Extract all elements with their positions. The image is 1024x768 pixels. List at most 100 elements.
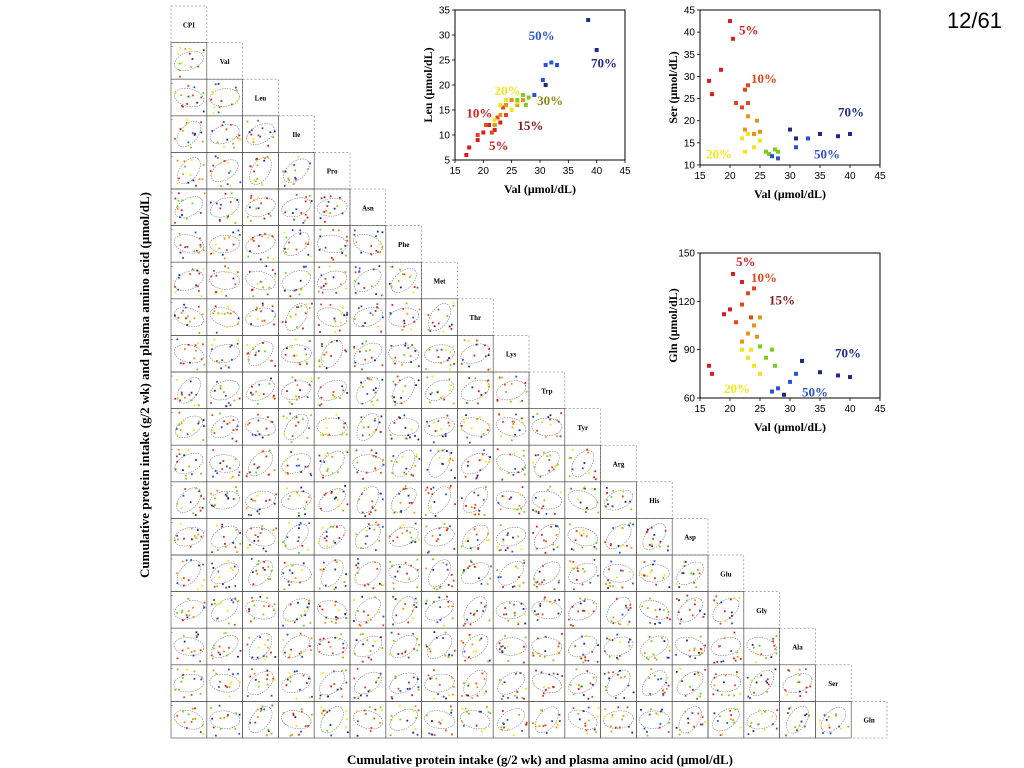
- diag-cell-thr: [457, 298, 494, 336]
- x-axis-label: Val (μmol/dL): [754, 420, 826, 434]
- data-point-50pct: [794, 145, 798, 150]
- diag-cell-ile: [278, 115, 315, 153]
- y-axis-label: Gln (μmol/dL): [666, 288, 680, 362]
- diag-cell-ala: [779, 627, 816, 666]
- data-point-5pct: [464, 153, 469, 157]
- data-point-30pct: [764, 149, 768, 154]
- x-tick-label: 40: [591, 166, 603, 177]
- matrix-cell: [313, 701, 351, 739]
- diag-cell-tyr: [564, 408, 601, 446]
- x-tick-label: 15: [449, 166, 461, 177]
- diag-cell-asp: [671, 518, 709, 556]
- data-point-70pct: [586, 18, 591, 22]
- y-tick-label: 35: [439, 6, 451, 17]
- x-tick-label: 40: [844, 171, 856, 182]
- data-point-20pct: [492, 118, 497, 122]
- data-point-5pct: [498, 120, 503, 125]
- data-point-15pct: [740, 339, 744, 344]
- data-point-50pct: [549, 60, 554, 65]
- data-point-20pct: [758, 138, 762, 143]
- group-annotation: 5%: [736, 254, 756, 269]
- data-point-5pct: [719, 67, 723, 72]
- group-annotation: 70%: [838, 104, 864, 119]
- x-tick-label: 15: [694, 171, 706, 182]
- y-tick-label: 20: [439, 81, 451, 92]
- x-tick-label: 25: [754, 404, 766, 415]
- data-point-30pct: [526, 95, 531, 100]
- diag-cell-pro: [313, 152, 351, 190]
- data-point-10pct: [501, 105, 506, 110]
- data-point-20pct: [743, 149, 747, 154]
- matrix-cell: [421, 701, 458, 739]
- data-point-5pct: [481, 130, 486, 135]
- data-point-15pct: [758, 315, 762, 320]
- data-point-30pct: [523, 103, 528, 107]
- data-point-30pct: [770, 347, 774, 352]
- data-point-10pct: [746, 101, 750, 105]
- group-annotation: 70%: [835, 346, 861, 361]
- x-tick-label: 20: [724, 404, 736, 415]
- data-point-20pct: [509, 108, 514, 112]
- data-point-70pct: [818, 370, 822, 375]
- var-label-asp: Asp: [684, 534, 696, 542]
- data-point-20pct: [515, 100, 520, 105]
- var-label-lys: Lys: [506, 351, 517, 359]
- diag-cell-lys: [492, 335, 530, 373]
- x-tick-label: 45: [874, 404, 886, 415]
- data-point-50pct: [532, 93, 537, 97]
- matrix-cell: [278, 627, 315, 666]
- diag-cell-phe: [385, 225, 422, 263]
- matrix-cell: [206, 701, 243, 739]
- var-label-pro: Pro: [327, 168, 338, 176]
- data-point-20pct: [746, 132, 750, 136]
- x-tick-label: 15: [694, 404, 706, 415]
- diag-cell-glu: [707, 554, 745, 592]
- data-point-30pct: [758, 344, 762, 349]
- data-point-10pct: [484, 123, 489, 127]
- y-tick-label: 120: [678, 297, 695, 308]
- data-point-10pct: [746, 291, 750, 296]
- matrix-cell: [349, 225, 387, 263]
- y-tick-label: 10: [684, 161, 696, 172]
- data-point-50pct: [788, 379, 792, 384]
- var-label-ile: Ile: [292, 131, 300, 139]
- data-point-10pct: [740, 105, 744, 110]
- data-point-10pct: [743, 87, 747, 92]
- data-point-20pct: [498, 103, 503, 107]
- data-point-50pct: [540, 78, 545, 82]
- data-point-10pct: [746, 83, 750, 88]
- matrix-cell: [671, 554, 709, 592]
- group-annotation: 20%: [495, 83, 521, 98]
- data-point-15pct: [515, 103, 520, 107]
- matrix-cell: [600, 481, 637, 519]
- data-point-50pct: [806, 136, 810, 141]
- data-point-30pct: [764, 355, 768, 360]
- x-tick-label: 25: [506, 166, 518, 177]
- y-tick-label: 45: [684, 6, 696, 17]
- diag-cell-met: [421, 261, 458, 300]
- data-point-20pct: [740, 347, 744, 352]
- matrix-cell: [636, 591, 673, 629]
- y-axis-label: Leu (μmol/dL): [421, 47, 435, 122]
- matrix-x-label: Cumulative protein intake (g/2 wk) and p…: [347, 752, 733, 767]
- x-axis-label: Val (μmol/dL): [504, 182, 576, 196]
- data-point-5pct: [492, 128, 497, 132]
- matrix-cell: [528, 408, 566, 446]
- x-tick-label: 45: [619, 166, 631, 177]
- data-point-30pct: [776, 149, 780, 154]
- diag-cell-cpi: [170, 5, 208, 43]
- data-point-15pct: [509, 98, 514, 102]
- data-point-15pct: [492, 123, 497, 127]
- x-tick-label: 20: [478, 166, 490, 177]
- group-annotation: 10%: [466, 106, 492, 121]
- x-tick-label: 25: [754, 171, 766, 182]
- data-point-30pct: [515, 98, 520, 102]
- data-point-10pct: [749, 315, 753, 320]
- matrix-cell: [671, 701, 709, 739]
- data-point-30pct: [767, 151, 771, 156]
- data-point-5pct: [707, 363, 711, 368]
- data-point-15pct: [521, 98, 525, 102]
- y-tick-label: 40: [684, 28, 696, 39]
